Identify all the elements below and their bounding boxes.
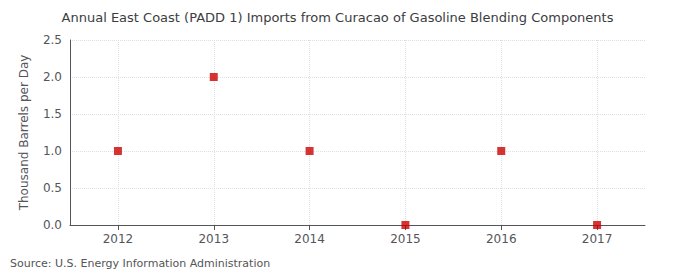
- svg-text:1.0: 1.0: [43, 144, 62, 158]
- svg-text:2016: 2016: [486, 232, 517, 246]
- svg-text:2012: 2012: [103, 232, 134, 246]
- svg-text:Annual East Coast (PADD 1) Imp: Annual East Coast (PADD 1) Imports from …: [62, 10, 614, 25]
- svg-text:1.5: 1.5: [43, 107, 62, 121]
- svg-text:2.5: 2.5: [43, 33, 62, 47]
- svg-text:2.0: 2.0: [43, 70, 62, 84]
- svg-text:2015: 2015: [390, 232, 421, 246]
- svg-text:2013: 2013: [198, 232, 229, 246]
- svg-text:Source: U.S. Energy Informatio: Source: U.S. Energy Information Administ…: [10, 257, 270, 270]
- svg-text:2017: 2017: [582, 232, 613, 246]
- svg-text:0.5: 0.5: [43, 181, 62, 195]
- svg-text:2014: 2014: [294, 232, 325, 246]
- svg-text:Thousand Barrels per Day: Thousand Barrels per Day: [17, 55, 31, 212]
- svg-text:0.0: 0.0: [43, 218, 62, 232]
